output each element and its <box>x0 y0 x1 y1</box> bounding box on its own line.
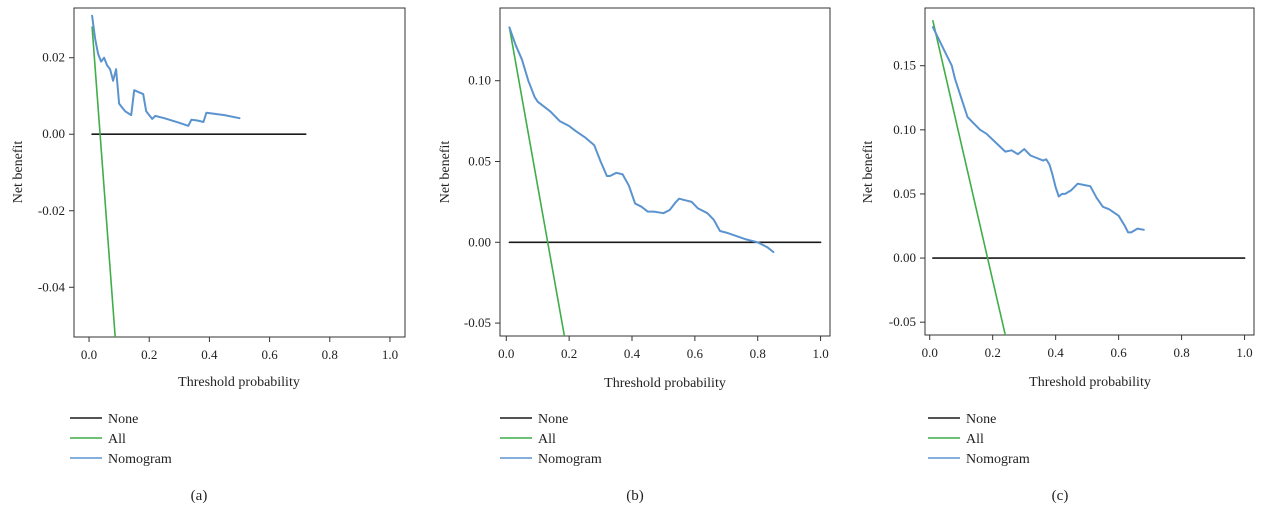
series-line-all <box>91 26 116 337</box>
y-tick-label: 0.02 <box>42 50 65 65</box>
x-axis-title: Threshold probability <box>178 375 300 390</box>
legend: None All Nomogram <box>928 412 1030 467</box>
panel-caption: (b) <box>626 488 644 504</box>
y-tick-label: 0.05 <box>468 153 491 168</box>
y-axis-title: Net benefit <box>861 141 876 204</box>
series-line-all <box>508 26 566 336</box>
x-axis: 0.0 0.2 0.4 0.6 0.8 1.0 <box>81 337 398 362</box>
y-tick-label: 0.10 <box>468 73 491 88</box>
x-tick-label: 0.2 <box>985 345 1001 360</box>
plot-frame <box>73 7 406 338</box>
y-tick-label: -0.04 <box>38 279 66 294</box>
x-tick-label: 0.0 <box>498 346 514 361</box>
legend-label: All <box>966 432 984 447</box>
x-tick-label: 0.4 <box>201 347 218 362</box>
x-tick-label: 0.0 <box>922 345 938 360</box>
x-axis-title: Threshold probability <box>1029 375 1151 390</box>
panel-c: 0.0 0.2 0.4 0.6 0.8 1.0 -0.05 0.00 0.05 0.10 0.15… <box>861 7 1255 504</box>
y-tick-label: -0.05 <box>464 315 491 330</box>
x-tick-label: 0.6 <box>687 346 704 361</box>
x-tick-label: 0.2 <box>561 346 577 361</box>
x-tick-label: 0.4 <box>1048 345 1065 360</box>
plot-frame <box>499 7 831 337</box>
legend: None All Nomogram <box>500 412 602 467</box>
x-axis-title: Threshold probability <box>604 376 726 391</box>
legend-label: None <box>966 412 996 427</box>
series-line-nomogram <box>508 26 775 253</box>
y-tick-label: 0.10 <box>893 122 916 137</box>
x-tick-label: 0.8 <box>1173 345 1189 360</box>
series-line-nomogram <box>91 14 241 127</box>
y-tick-label: 0.00 <box>42 126 65 141</box>
y-tick-label: 0.05 <box>893 186 916 201</box>
x-tick-label: 1.0 <box>1236 345 1252 360</box>
x-axis: 0.0 0.2 0.4 0.6 0.8 1.0 <box>498 336 829 361</box>
y-axis: -0.05 0.00 0.05 0.10 <box>464 73 500 330</box>
legend-label: Nomogram <box>108 452 172 467</box>
y-axis: -0.05 0.00 0.05 0.10 0.15 <box>889 58 925 329</box>
y-axis-title: Net benefit <box>11 141 26 204</box>
y-tick-label: 0.00 <box>893 250 916 265</box>
panel-caption: (a) <box>191 488 208 504</box>
y-tick-label: -0.02 <box>38 203 65 218</box>
x-tick-label: 0.2 <box>141 347 157 362</box>
series-lines <box>931 19 1246 335</box>
legend-label: All <box>538 432 556 447</box>
x-tick-label: 1.0 <box>812 346 828 361</box>
legend-label: Nomogram <box>538 452 602 467</box>
x-tick-label: 0.8 <box>322 347 338 362</box>
y-tick-label: 0.00 <box>468 234 491 249</box>
x-tick-label: 0.4 <box>624 346 641 361</box>
series-line-nomogram <box>931 26 1145 234</box>
x-tick-label: 0.8 <box>750 346 766 361</box>
series-lines <box>508 26 822 336</box>
x-tick-label: 0.0 <box>81 347 97 362</box>
y-tick-label: 0.15 <box>893 58 916 73</box>
y-tick-label: -0.05 <box>889 314 916 329</box>
panel-b: 0.0 0.2 0.4 0.6 0.8 1.0 -0.05 0.00 0.05 0.10 Thr… <box>438 7 831 504</box>
legend-label: None <box>538 412 568 427</box>
x-tick-label: 0.6 <box>1110 345 1127 360</box>
panel-a: 0.0 0.2 0.4 0.6 0.8 1.0 -0.04 -0.02 0.00 0.02 Th… <box>11 7 406 504</box>
series-line-all <box>932 19 1007 335</box>
series-lines <box>91 14 307 337</box>
x-tick-label: 1.0 <box>382 347 398 362</box>
x-axis: 0.0 0.2 0.4 0.6 0.8 1.0 <box>922 335 1253 360</box>
y-axis: -0.04 -0.02 0.00 0.02 <box>38 50 74 294</box>
legend-label: None <box>108 412 138 427</box>
plot-frame <box>924 7 1255 336</box>
y-axis-title: Net benefit <box>438 141 453 204</box>
legend: None All Nomogram <box>70 412 172 467</box>
x-tick-label: 0.6 <box>261 347 278 362</box>
panel-caption: (c) <box>1052 488 1069 504</box>
legend-label: All <box>108 432 126 447</box>
legend-label: Nomogram <box>966 452 1030 467</box>
